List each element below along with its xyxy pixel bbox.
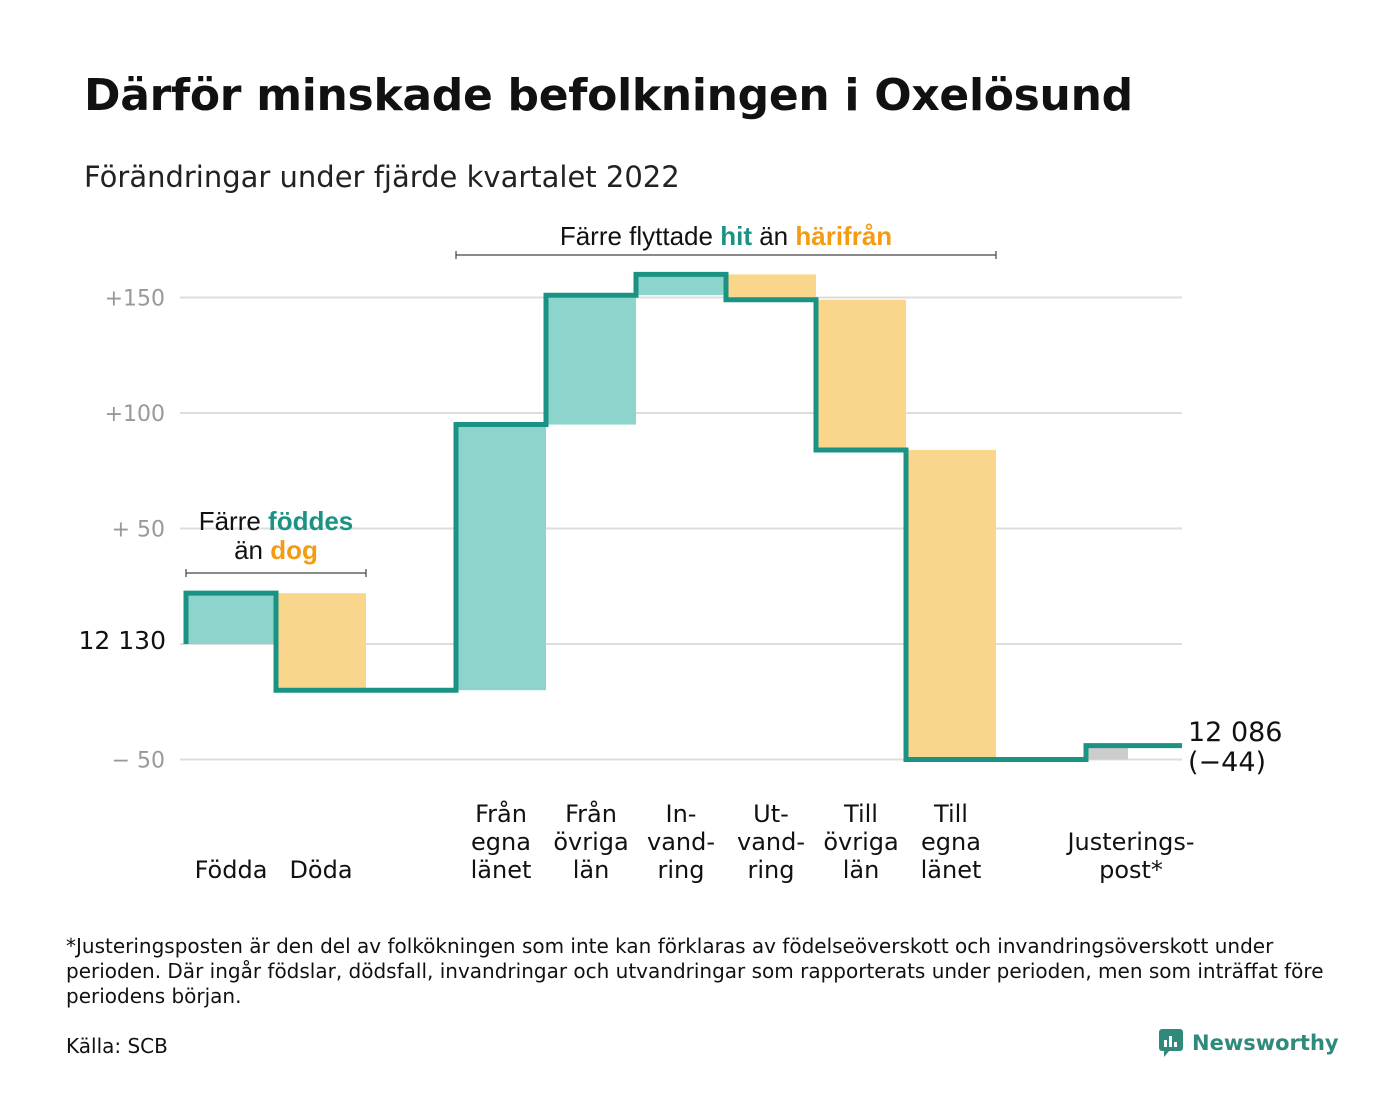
annotation-text: än dog xyxy=(234,535,318,565)
newsworthy-logo[interactable]: Newsworthy xyxy=(1158,1028,1339,1058)
bar-outflow xyxy=(817,299,906,450)
bar-outflow xyxy=(727,274,816,300)
logo-text: Newsworthy xyxy=(1192,1031,1339,1055)
start-value-label: 12 130 xyxy=(79,626,166,655)
category-label: länet xyxy=(471,856,532,884)
bar-inflow xyxy=(457,424,546,691)
y-tick-label: +150 xyxy=(105,287,165,312)
category-label: Till xyxy=(843,800,878,828)
category-label: post* xyxy=(1099,856,1163,884)
bar-inflow xyxy=(547,295,636,425)
chart-title: Därför minskade befolkningen i Oxelösund xyxy=(84,70,1133,121)
bar-inflow xyxy=(187,593,276,644)
category-label: egna xyxy=(471,828,531,856)
y-tick-label: +100 xyxy=(105,402,165,427)
annotation-text: Färre flyttade hit än härifrån xyxy=(560,221,892,251)
category-label: ring xyxy=(658,856,705,884)
category-label: egna xyxy=(921,828,981,856)
chart-subtitle: Förändringar under fjärde kvartalet 2022 xyxy=(84,160,680,194)
category-label: ring xyxy=(748,856,795,884)
y-tick-label: + 50 xyxy=(112,518,165,543)
annotation-text: Färre föddes xyxy=(199,506,354,536)
category-label: Justerings- xyxy=(1065,828,1194,856)
category-label: Från xyxy=(475,799,527,828)
category-label: vand- xyxy=(647,828,715,856)
category-label: övriga xyxy=(553,828,628,856)
category-label: Födda xyxy=(195,856,268,884)
source-note: Källa: SCB xyxy=(66,1034,168,1058)
category-label: län xyxy=(573,856,610,884)
category-label: länet xyxy=(921,856,982,884)
category-label: län xyxy=(843,856,880,884)
newsworthy-chart-bubble-icon xyxy=(1159,1029,1183,1057)
category-label: vand- xyxy=(737,828,805,856)
bar-adjust xyxy=(1086,745,1128,760)
y-tick-label: − 50 xyxy=(112,749,165,774)
end-value-label: 12 086 xyxy=(1188,717,1282,748)
end-change-label: (−44) xyxy=(1188,747,1266,778)
category-label: Till xyxy=(933,800,968,828)
category-label: övriga xyxy=(823,828,898,856)
category-label: In- xyxy=(666,800,697,828)
bar-outflow xyxy=(907,449,996,760)
category-label: Ut- xyxy=(753,800,789,828)
category-label: Från xyxy=(565,799,617,828)
footnote: *Justeringsposten är den del av folkökni… xyxy=(66,934,1324,1008)
bar-outflow xyxy=(277,593,366,691)
cumulative-step-line xyxy=(183,271,1182,762)
category-label: Döda xyxy=(289,856,352,884)
bar-inflow xyxy=(637,274,726,296)
